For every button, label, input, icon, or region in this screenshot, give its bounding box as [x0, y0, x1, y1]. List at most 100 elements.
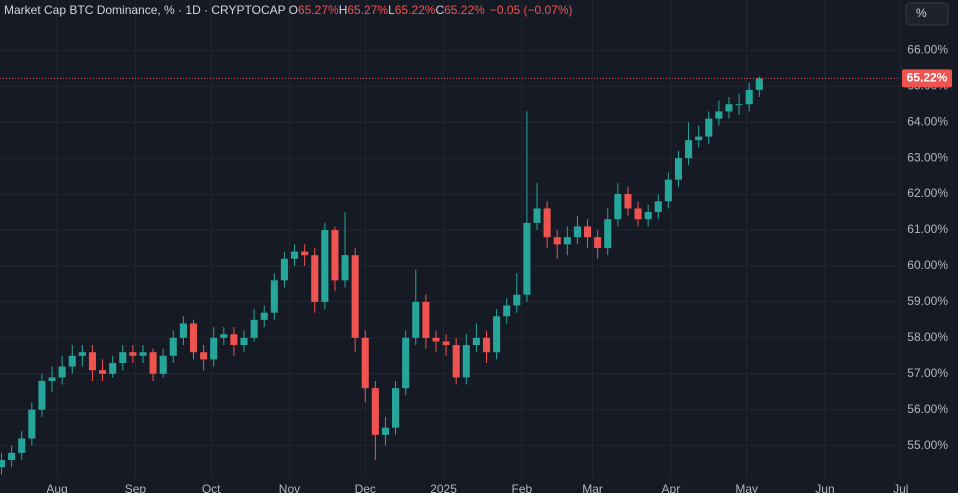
x-tick-label: Jun — [815, 482, 834, 493]
ohlc-value: 65.27% — [347, 3, 388, 17]
candle-body — [725, 104, 733, 112]
candle-body — [8, 452, 16, 461]
change: −0.05 (−0.07%) — [490, 3, 573, 17]
candle-body — [594, 237, 602, 248]
candle-body — [78, 352, 86, 356]
y-tick-label: 63.00% — [907, 150, 948, 164]
candle-body — [311, 255, 319, 302]
x-tick-label: Sep — [125, 482, 147, 493]
candle-body — [381, 427, 389, 435]
candle-body — [493, 316, 501, 353]
candle-body — [705, 118, 713, 137]
candle-body — [745, 89, 753, 105]
y-tick-label: 55.00% — [907, 438, 948, 452]
candle-body — [392, 388, 400, 428]
candle-body — [482, 337, 491, 353]
candle-body — [210, 337, 218, 360]
ohlc-label: H — [339, 3, 348, 17]
candle-body — [179, 323, 187, 338]
candle-body — [644, 212, 652, 220]
header: Market Cap BTC Dominance, % · 1D · CRYPT… — [4, 3, 573, 17]
price-label: 65.22% — [907, 71, 948, 85]
ohlc-value: 65.27% — [298, 3, 339, 17]
unit-button[interactable] — [905, 2, 949, 26]
candle-body — [250, 319, 258, 338]
y-tick-label: 66.00% — [907, 42, 948, 56]
unit-button-label[interactable]: % — [916, 6, 927, 20]
candle-body — [290, 251, 299, 259]
candle-body — [18, 438, 26, 453]
chart-title: Market Cap BTC Dominance, % · 1D · CRYPT… — [4, 3, 286, 17]
ohlc-label: O — [289, 3, 298, 17]
y-tick-label: 56.00% — [907, 402, 948, 416]
candle-body — [88, 352, 96, 371]
candle-body — [0, 460, 6, 468]
candle-body — [432, 337, 440, 342]
x-tick-label: 2025 — [430, 482, 457, 493]
candle-body — [402, 337, 410, 389]
candle-body — [321, 230, 329, 302]
candle-body — [695, 136, 703, 141]
candle-body — [584, 226, 592, 238]
candle-body — [634, 208, 642, 220]
y-tick-label: 58.00% — [907, 330, 948, 344]
ohlc-value: 65.22% — [444, 3, 485, 17]
price-label-box — [902, 69, 952, 88]
candle-body — [412, 301, 420, 338]
candle-body — [48, 377, 56, 381]
candle-body — [472, 337, 480, 346]
candle-body — [715, 111, 723, 119]
candle-body — [553, 237, 561, 245]
ohlc-label: C — [435, 3, 444, 17]
candle-body — [68, 355, 76, 367]
candle-body — [331, 230, 339, 281]
candle-body — [230, 334, 238, 346]
candle-body — [614, 194, 622, 220]
candle-body — [129, 352, 137, 356]
candle-body — [685, 140, 693, 159]
ohlc-label: L — [388, 3, 395, 17]
candle-body — [99, 370, 107, 374]
x-tick-label: Mar — [582, 482, 603, 493]
candle-body — [462, 345, 470, 378]
candle-body — [270, 280, 278, 313]
x-tick-label: Jul — [893, 482, 908, 493]
candle-body — [169, 337, 177, 356]
candle-body — [503, 305, 511, 317]
candle-body — [543, 208, 551, 238]
x-tick-label: May — [735, 482, 758, 493]
candle-body — [119, 352, 127, 363]
x-tick-label: Apr — [662, 482, 681, 493]
candle-body — [735, 104, 743, 106]
candle-body — [604, 219, 612, 248]
candle-body — [301, 251, 309, 256]
candle-body — [280, 258, 288, 281]
y-tick-label: 57.00% — [907, 366, 948, 380]
candle-body — [58, 366, 66, 378]
y-tick-label: 62.00% — [907, 186, 948, 200]
candle-body — [361, 337, 369, 389]
candle-body — [200, 352, 208, 360]
y-tick-label: 60.00% — [907, 258, 948, 272]
y-tick-label: 64.00% — [907, 114, 948, 128]
candle-body — [159, 355, 167, 374]
candle-body — [452, 345, 460, 378]
candle-body — [654, 201, 662, 213]
x-tick-label: Oct — [202, 482, 221, 493]
candle-body — [442, 341, 450, 346]
x-tick-label: Nov — [279, 482, 300, 493]
candle-body — [240, 337, 248, 346]
candle-body — [341, 255, 349, 281]
candle-body — [533, 208, 541, 223]
candle-body — [149, 352, 157, 374]
candle-body — [573, 226, 581, 238]
x-tick-label: Feb — [512, 482, 533, 493]
candle-body — [664, 179, 672, 202]
candle-body — [422, 301, 430, 338]
candle-body — [674, 158, 683, 180]
y-tick-label: 59.00% — [907, 294, 948, 308]
y-tick-label: 61.00% — [907, 222, 948, 236]
